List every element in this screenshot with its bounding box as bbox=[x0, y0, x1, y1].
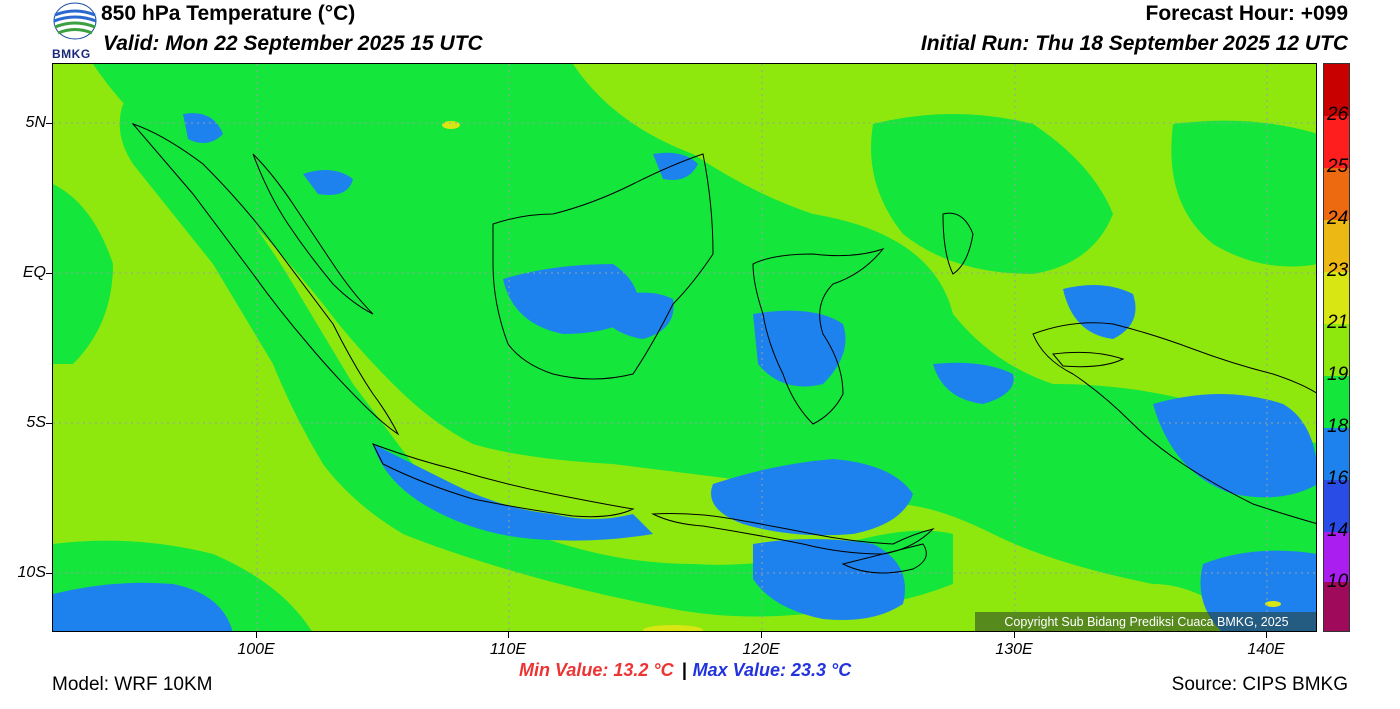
legend-label-21: 21 bbox=[1327, 312, 1349, 333]
map-canvas bbox=[53, 64, 1316, 631]
cool-region-timor bbox=[753, 539, 905, 620]
map-title: 850 hPa Temperature (°C) bbox=[101, 2, 356, 25]
mid-temperature-regions bbox=[53, 64, 1316, 631]
initial-run: Initial Run: Thu 18 September 2025 12 UT… bbox=[920, 32, 1348, 55]
lat-tick-5n bbox=[46, 123, 52, 124]
legend-label-14: 14 bbox=[1327, 520, 1349, 541]
coastlines bbox=[131, 122, 1316, 574]
coast-nusa-tenggara bbox=[651, 513, 935, 555]
legend-label-23: 23 bbox=[1327, 260, 1349, 281]
coast-halmahera bbox=[942, 212, 974, 275]
legend-swatch-2 bbox=[1324, 168, 1349, 220]
lat-tick-5s bbox=[46, 423, 52, 424]
lon-label-140e: 140E bbox=[1247, 641, 1285, 658]
lon-label-100e: 100E bbox=[237, 641, 275, 658]
legend-swatch-4 bbox=[1324, 272, 1349, 324]
legend-swatch-10 bbox=[1324, 582, 1349, 631]
legend-label-16: 16 bbox=[1327, 468, 1349, 489]
lat-label-10s: 10S bbox=[17, 564, 46, 581]
legend-swatch-0 bbox=[1324, 64, 1349, 116]
bmkg-logo bbox=[50, 1, 102, 61]
coast-borneo bbox=[492, 153, 714, 380]
max-value: Max Value: 23.3 °C bbox=[692, 660, 852, 680]
cool-region-borneo-b bbox=[593, 292, 674, 339]
cool-region-southeast bbox=[1200, 550, 1316, 631]
lat-label-5s: 5S bbox=[26, 414, 46, 431]
min-value: Min Value: 13.2 °C bbox=[519, 660, 674, 680]
legend-label-26: 26 bbox=[1327, 104, 1349, 125]
legend-swatch-5 bbox=[1324, 324, 1349, 376]
copyright-box: Copyright Sub Bidang Prediksi Cuaca BMKG… bbox=[975, 612, 1316, 631]
mid-region-west-ocean bbox=[53, 184, 113, 364]
legend-label-24: 24 bbox=[1327, 208, 1349, 229]
lon-tick-110e bbox=[508, 632, 509, 638]
mid-region-northeast bbox=[871, 114, 1113, 274]
legend-label-19: 19 bbox=[1327, 364, 1349, 385]
lat-label-5n: 5N bbox=[25, 114, 46, 131]
mid-region-pacific-ne bbox=[1171, 120, 1316, 267]
coast-timor bbox=[841, 543, 927, 574]
source-label: Source: CIPS BMKG bbox=[1171, 674, 1348, 695]
lat-tick-eq bbox=[46, 273, 52, 274]
cool-region-java-sea bbox=[373, 444, 653, 541]
legend-swatch-8 bbox=[1324, 480, 1349, 532]
coast-malay-peninsula bbox=[252, 153, 374, 315]
coast-seram bbox=[1052, 351, 1125, 368]
lon-tick-100e bbox=[256, 632, 257, 638]
lon-tick-140e bbox=[1266, 632, 1267, 638]
cool-region-north-b bbox=[303, 170, 353, 195]
legend-label-10: 10 bbox=[1327, 571, 1349, 592]
lat-tick-10s bbox=[46, 573, 52, 574]
legend-label-25: 25 bbox=[1327, 156, 1349, 177]
legend-swatch-9 bbox=[1324, 532, 1349, 582]
yellow-speck-north bbox=[442, 121, 460, 129]
coast-java bbox=[371, 443, 635, 518]
yellow-speck-far-south bbox=[1265, 601, 1281, 607]
coast-sumatra bbox=[131, 122, 400, 436]
legend-swatch-3 bbox=[1324, 220, 1349, 272]
cool-region-banda bbox=[933, 362, 1014, 404]
lon-label-110e: 110E bbox=[489, 641, 527, 658]
valid-time: Valid: Mon 22 September 2025 15 UTC bbox=[103, 32, 483, 55]
lat-label-eq: EQ bbox=[22, 264, 46, 281]
cool-temperature-regions bbox=[53, 113, 1316, 631]
yellow-speck-south bbox=[643, 625, 703, 631]
legend-swatch-7 bbox=[1324, 428, 1349, 480]
coast-sulawesi bbox=[752, 247, 885, 425]
lon-tick-130e bbox=[1014, 632, 1015, 638]
coast-new-guinea bbox=[1032, 322, 1316, 524]
model-label: Model: WRF 10KM bbox=[52, 674, 213, 695]
temperature-map: Copyright Sub Bidang Prediksi Cuaca BMKG… bbox=[52, 63, 1317, 632]
logo-text: BMKG bbox=[52, 47, 91, 61]
legend-swatch-6 bbox=[1324, 376, 1349, 428]
legend-swatch-1 bbox=[1324, 116, 1349, 168]
forecast-hour: Forecast Hour: +099 bbox=[1145, 2, 1349, 25]
lon-label-130e: 130E bbox=[995, 641, 1033, 658]
cool-region-southwest bbox=[53, 582, 233, 631]
graticule bbox=[53, 64, 1316, 631]
color-legend bbox=[1323, 63, 1350, 632]
lon-label-120e: 120E bbox=[742, 641, 780, 658]
cool-region-sulawesi bbox=[753, 310, 846, 387]
min-max-values: Min Value: 13.2 °C | Max Value: 23.3 °C bbox=[519, 660, 851, 681]
cool-region-north-a bbox=[183, 113, 223, 143]
legend-label-18: 18 bbox=[1327, 416, 1349, 437]
stats-separator: | bbox=[681, 660, 687, 680]
lon-tick-120e bbox=[761, 632, 762, 638]
